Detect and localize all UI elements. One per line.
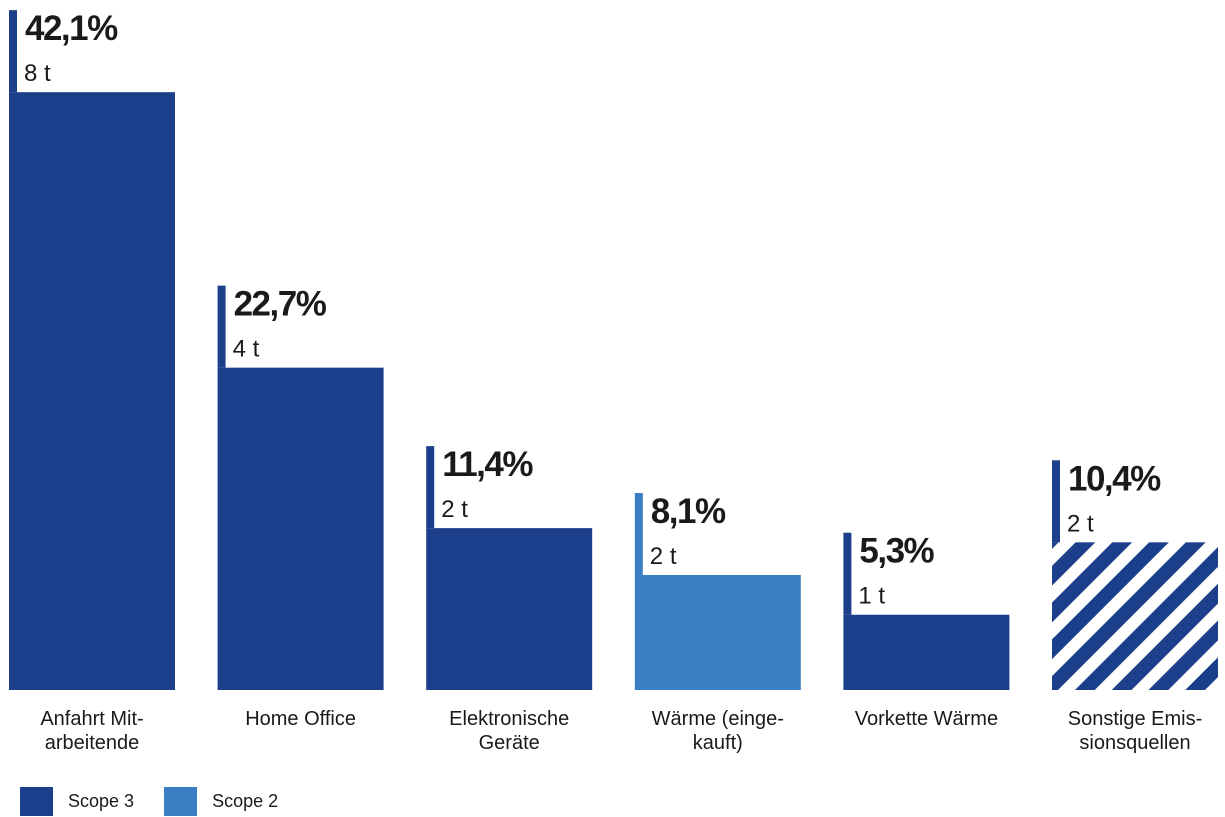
legend-item-scope2: Scope 2 (164, 787, 278, 816)
bars-layer (9, 10, 1218, 691)
value-labels-layer: 42,1% 8 t 22,7% 4 t 11,4% 2 t 8,1% 2 t 5,3% 1 t 10… (24, 9, 1163, 610)
category-label-2: Home Office (245, 708, 356, 730)
category-label-line: Anfahrt Mit- (40, 708, 143, 730)
bar-marker-4 (634, 492, 643, 575)
tonnes-label-2: 4 t (233, 336, 260, 363)
percent-label-6: 10,4% (1068, 459, 1161, 498)
bar-marker-6 (1052, 460, 1060, 543)
percent-label-2: 22,7% (234, 285, 327, 324)
bar-5 (843, 614, 1010, 690)
category-label-4: Wärme (einge-kauft) (652, 708, 784, 754)
tonnes-label-6: 2 t (1067, 510, 1094, 537)
tonnes-label-3: 2 t (441, 496, 468, 523)
category-label-5: Vorkette Wärme (855, 708, 998, 730)
bar-6 (1052, 542, 1218, 690)
category-labels-layer: Anfahrt Mit-arbeitende Home Office Elektro… (40, 708, 1202, 754)
tonnes-label-4: 2 t (650, 543, 677, 570)
category-label-line: Elektronische (449, 708, 569, 730)
bar-marker-2 (217, 285, 226, 368)
bar-marker-3 (426, 446, 435, 529)
percent-label-1: 42,1% (25, 9, 118, 48)
legend-swatch-scope3 (20, 787, 53, 816)
legend-label-scope3: Scope 3 (68, 791, 135, 811)
category-label-6: Sonstige Emis-sionsquellen (1068, 708, 1203, 754)
legend: Scope 3 Scope 2 (20, 787, 308, 816)
percent-label-5: 5,3% (859, 532, 934, 571)
bar-1 (9, 92, 175, 691)
bar-marker-5 (843, 532, 852, 615)
emissions-bar-chart: 42,1% 8 t 22,7% 4 t 11,4% 2 t 8,1% 2 t 5,3% 1 t 10… (9, 9, 1218, 754)
legend-swatch-scope2 (164, 787, 198, 816)
category-label-line: Vorkette Wärme (855, 708, 998, 730)
legend-item-scope3: Scope 3 (20, 787, 134, 816)
category-label-line: arbeitende (45, 732, 140, 754)
category-label-line: Geräte (479, 732, 540, 754)
tonnes-label-1: 8 t (24, 60, 51, 87)
category-label-3: Elektronische Geräte (449, 708, 569, 754)
legend-label-scope2: Scope 2 (212, 791, 279, 811)
category-label-line: kauft) (693, 732, 743, 754)
bar-2 (217, 367, 384, 690)
bar-4 (634, 574, 801, 690)
tonnes-label-5: 1 t (858, 583, 885, 610)
category-label-line: Wärme (einge- (652, 708, 784, 730)
bar-3 (426, 528, 593, 690)
percent-label-3: 11,4% (442, 445, 533, 484)
category-label-line: Home Office (245, 708, 356, 730)
bar-marker-1 (9, 10, 17, 93)
category-label-1: Anfahrt Mit-arbeitende (40, 708, 143, 754)
category-label-line: sionsquellen (1079, 732, 1190, 754)
category-label-line: Sonstige Emis- (1068, 708, 1203, 730)
percent-label-4: 8,1% (651, 492, 726, 531)
